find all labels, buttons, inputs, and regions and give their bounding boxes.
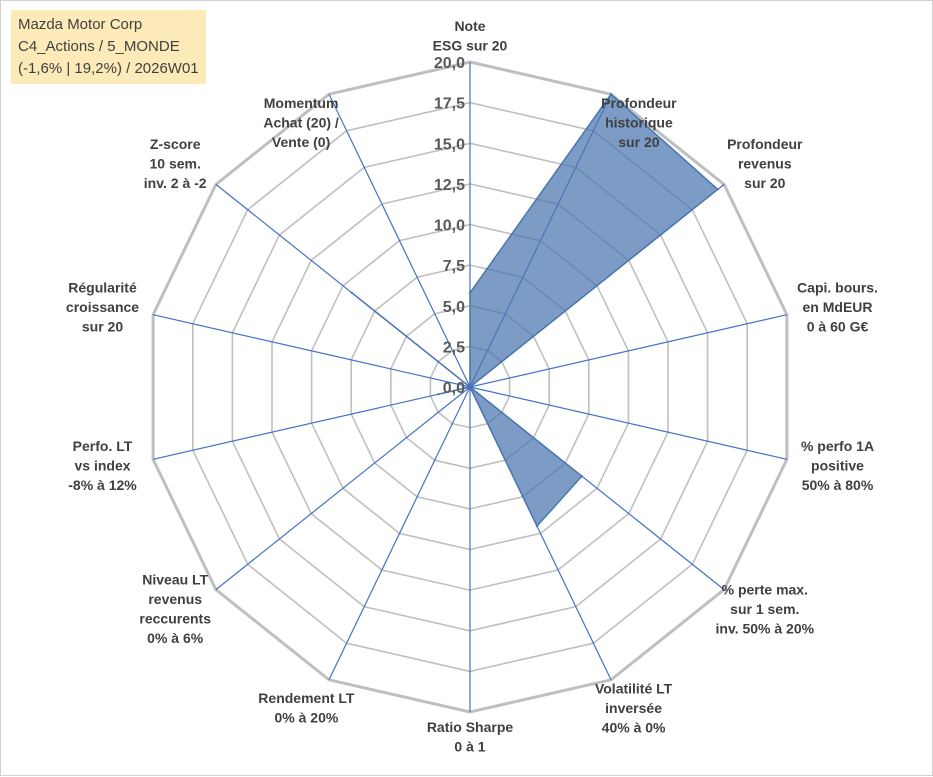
axis-label-12-line-1: 10 sem.: [150, 156, 201, 172]
tick-label-1: 2,5: [443, 339, 465, 356]
axis-label-5-line-1: sur 1 sem.: [730, 601, 799, 617]
axis-label-3-line-0: Capi. bours.: [797, 279, 878, 295]
axis-label-11: Régularité croissance sur 20: [66, 279, 139, 334]
data-point-10: [437, 393, 440, 396]
axis-label-2-line-0: Profondeur: [727, 136, 803, 152]
series-layer: [350, 93, 719, 528]
axis-label-2: Profondeur revenus sur 20: [727, 136, 803, 191]
axis-label-6-line-0: Volatilité LT: [595, 680, 673, 696]
axis-label-13-line-1: Achat (20) /: [263, 115, 339, 131]
tick-label-4: 10,0: [434, 218, 465, 235]
tick-label-5: 12,5: [434, 177, 465, 194]
axis-label-10-line-1: vs index: [74, 458, 130, 474]
axis-label-6: Volatilité LT inversée 40% à 0%: [595, 680, 673, 735]
axis-label-0-line-0: Note: [454, 18, 485, 34]
spoke-4: [469, 386, 788, 460]
axis-label-4-line-2: 50% à 80%: [802, 477, 874, 493]
axis-label-6-line-2: 40% à 0%: [602, 719, 666, 735]
axis-label-5: % perte max. sur 1 sem. inv. 50% à 20%: [716, 581, 815, 636]
axis-label-4: % perfo 1A positive 50% à 80%: [801, 438, 874, 493]
axis-label-4-line-1: positive: [811, 458, 864, 474]
chart-title-line-3: (-1,6% | 19,2%) / 2026W01: [18, 60, 199, 77]
axis-label-9-line-1: revenus: [148, 591, 202, 607]
axis-label-6-line-1: inversée: [605, 700, 662, 716]
axis-label-12-line-0: Z-score: [150, 136, 201, 152]
axis-label-11-line-0: Régularité: [68, 279, 137, 295]
label-layer: Note ESG sur 20 Profondeur historique sur 20…: [66, 18, 878, 755]
tick-label-2: 5,0: [443, 299, 465, 316]
spoke-11: [152, 314, 471, 388]
axis-label-1-line-1: historique: [605, 115, 673, 131]
spoke-8: [328, 386, 471, 681]
series-area: [351, 93, 719, 528]
axis-label-8: Rendement LT 0% à 20%: [258, 690, 355, 726]
axis-label-2-line-1: revenus: [738, 156, 792, 172]
axis-label-1-line-0: Profondeur: [601, 95, 677, 111]
data-point-12: [350, 291, 353, 294]
tick-label-8: 20,0: [434, 55, 465, 72]
axis-label-0: Note ESG sur 20: [433, 18, 508, 54]
axis-label-12-line-2: inv. 2 à -2: [144, 175, 207, 191]
data-point-2: [716, 188, 719, 191]
data-point-1: [609, 93, 613, 96]
axis-label-9-line-3: 0% à 6%: [147, 630, 204, 646]
axis-label-11-line-1: croissance: [66, 299, 139, 315]
axis-label-3: Capi. bours. en MdEUR 0 à 60 G€: [797, 279, 878, 334]
tick-label-6: 15,0: [434, 136, 465, 153]
tick-label-0: 0,0: [443, 380, 465, 397]
data-point-6: [535, 524, 539, 528]
axis-label-11-line-2: sur 20: [82, 318, 123, 334]
axis-label-9: Niveau LT revenus reccurents 0% à 6%: [139, 572, 211, 647]
data-point-0: [468, 291, 472, 294]
spoke-3: [469, 314, 788, 388]
axis-label-5-line-0: % perte max.: [722, 581, 808, 597]
axis-label-12: Z-score 10 sem. inv. 2 à -2: [144, 136, 207, 191]
axis-label-13-line-0: Momentum: [264, 95, 339, 111]
axis-label-9-line-0: Niveau LT: [142, 572, 208, 588]
axis-label-10-line-0: Perfo. LT: [73, 438, 133, 454]
axis-label-0-line-1: ESG sur 20: [433, 38, 508, 54]
axis-label-10: Perfo. LT vs index -8% à 12%: [68, 438, 137, 493]
axis-label-7-line-1: 0 à 1: [454, 739, 485, 755]
axis-label-1: Profondeur historique sur 20: [601, 95, 677, 150]
axis-label-1-line-2: sur 20: [618, 134, 659, 150]
data-point-13: [468, 385, 472, 389]
tick-layer: 0,0 2,5 5,0 7,5 10,0 12,5 15,0 17,5 20,0: [434, 55, 465, 397]
chart-title-box: Mazda Motor Corp C4_Actions / 5_MONDE (-…: [11, 10, 206, 84]
axis-label-10-line-2: -8% à 12%: [68, 477, 137, 493]
axis-label-7-line-0: Ratio Sharpe: [427, 719, 514, 735]
axis-label-9-line-2: reccurents: [139, 611, 211, 627]
tick-label-3: 7,5: [443, 258, 465, 275]
axis-label-3-line-2: 0 à 60 G€: [807, 318, 869, 334]
tick-label-7: 17,5: [434, 96, 465, 113]
axis-label-2-line-2: sur 20: [744, 175, 785, 191]
axis-label-8-line-0: Rendement LT: [258, 690, 355, 706]
axis-label-13: Momentum Achat (20) / Vente (0): [263, 95, 339, 150]
axis-label-3-line-1: en MdEUR: [803, 299, 873, 315]
spoke-13: [328, 93, 471, 388]
axis-label-8-line-1: 0% à 20%: [274, 710, 338, 726]
chart-title-line-1: Mazda Motor Corp: [18, 16, 143, 33]
data-point-5: [580, 475, 583, 478]
spoke-9: [215, 386, 471, 591]
axis-label-7: Ratio Sharpe 0 à 1: [427, 719, 514, 755]
axis-label-4-line-0: % perfo 1A: [801, 438, 874, 454]
chart-title-line-2: C4_Actions / 5_MONDE: [18, 38, 180, 55]
axis-label-13-line-2: Vente (0): [272, 134, 330, 150]
axis-label-5-line-2: inv. 50% à 20%: [716, 620, 815, 636]
spoke-10: [152, 386, 471, 460]
